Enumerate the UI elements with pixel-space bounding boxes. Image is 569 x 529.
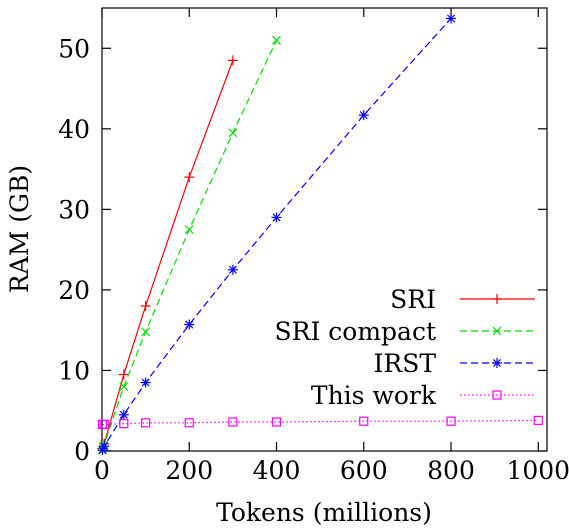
series-layer xyxy=(97,13,543,456)
axis-ticks: 0 200 400 600 800 1000 0 10 20 30 40 50 xyxy=(58,8,569,485)
x-axis-label: Tokens (millions) xyxy=(216,498,432,527)
series-line xyxy=(101,60,234,449)
legend-label: IRST xyxy=(374,349,437,378)
data-point xyxy=(228,417,238,427)
data-point xyxy=(184,319,195,330)
legend-marker xyxy=(492,390,502,400)
legend: SRI SRI compact IRST This work xyxy=(275,285,535,410)
data-point xyxy=(359,416,369,426)
legend-entry: IRST xyxy=(374,349,535,378)
data-point xyxy=(446,416,456,426)
data-point xyxy=(184,418,194,428)
data-point xyxy=(140,377,151,388)
legend-label: This work xyxy=(311,381,437,410)
data-point xyxy=(184,172,195,183)
data-point xyxy=(140,301,151,312)
data-point xyxy=(99,419,109,430)
data-point xyxy=(118,409,129,420)
data-point xyxy=(533,415,543,425)
data-point xyxy=(271,212,282,223)
y-tick-label: 30 xyxy=(58,195,90,224)
series-line xyxy=(101,39,278,450)
y-tick-label: 10 xyxy=(58,356,90,385)
series-sri xyxy=(97,55,238,454)
series-line xyxy=(102,419,539,426)
data-point xyxy=(99,441,110,452)
series-irst xyxy=(97,13,457,456)
data-point xyxy=(141,327,151,337)
data-point xyxy=(119,382,129,391)
data-point xyxy=(358,110,369,121)
legend-marker xyxy=(492,294,502,304)
legend-marker xyxy=(492,358,502,368)
data-point xyxy=(271,417,282,427)
legend-label: SRI xyxy=(390,285,436,314)
legend-entry: This work xyxy=(311,381,535,410)
data-point xyxy=(119,419,129,429)
x-tick-label: 0 xyxy=(94,456,110,485)
data-point xyxy=(118,369,129,380)
legend-entry: SRI compact xyxy=(275,317,535,346)
data-point xyxy=(97,445,108,456)
data-point xyxy=(272,35,281,45)
data-point xyxy=(227,264,238,275)
y-tick-label: 50 xyxy=(58,34,90,63)
plot-frame xyxy=(101,7,548,452)
legend-label: SRI compact xyxy=(275,317,437,346)
x-tick-label: 600 xyxy=(340,456,388,485)
series-line xyxy=(101,18,452,451)
data-point xyxy=(228,128,238,138)
x-tick-label: 400 xyxy=(253,456,301,485)
legend-marker xyxy=(492,326,502,336)
y-tick-label: 40 xyxy=(58,115,90,144)
y-axis-label: RAM (GB) xyxy=(5,165,34,293)
data-point xyxy=(184,225,194,234)
x-tick-label: 200 xyxy=(165,456,213,485)
data-point xyxy=(446,13,457,24)
series-this-work xyxy=(97,415,543,430)
legend-entry: SRI xyxy=(390,285,535,314)
data-point xyxy=(227,55,238,66)
y-tick-label: 20 xyxy=(58,276,90,305)
y-tick-label: 0 xyxy=(74,437,90,466)
x-tick-label: 800 xyxy=(427,456,475,485)
data-point xyxy=(141,418,151,428)
x-tick-label: 1000 xyxy=(506,456,569,485)
